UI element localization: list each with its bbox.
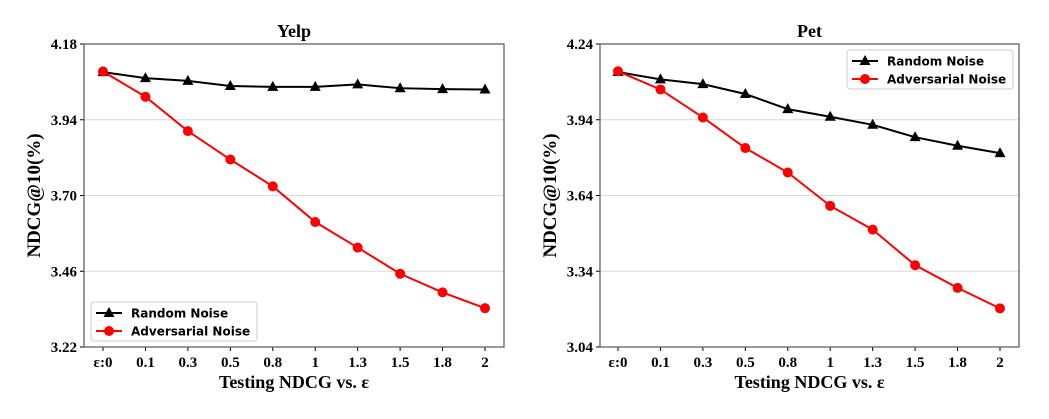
x-tick-label: 1.5 (391, 355, 410, 371)
data-point (224, 79, 236, 90)
data-point (139, 72, 151, 83)
data-point (310, 217, 321, 228)
data-point (182, 74, 194, 85)
data-point (654, 73, 666, 84)
legend-marker (859, 55, 871, 65)
y-tick-label: 4.24 (567, 37, 594, 53)
data-point (182, 126, 193, 137)
data-point (479, 83, 491, 94)
legend-label: Adversarial Noise (131, 325, 250, 339)
data-point (267, 181, 278, 192)
legend-marker (104, 326, 114, 336)
y-tick-label: 3.34 (567, 264, 594, 280)
x-tick-label: 0.5 (221, 355, 240, 371)
x-tick-label: 2 (481, 355, 489, 371)
data-point (225, 154, 236, 165)
data-point (655, 84, 666, 95)
series-random-noise (97, 66, 491, 94)
chart-yelp: 3.22 3.46 3.70 3.94 4.18 ε:0 0.1 0.3 0.5 0.8 1 1.3 1… (24, 21, 505, 392)
data-point (867, 224, 878, 235)
data-point (352, 242, 363, 253)
legend-label: Random Noise (887, 55, 984, 69)
series-line (102, 70, 486, 310)
data-point (352, 78, 364, 89)
data-point (952, 139, 964, 150)
data-point (782, 167, 793, 178)
data-point (910, 260, 921, 271)
data-point (697, 112, 708, 123)
x-tick-label: 2 (996, 355, 1004, 371)
data-point (995, 303, 1005, 314)
x-tick-label: 1.8 (433, 355, 452, 371)
series-adversarial-noise (98, 66, 490, 314)
x-tick-label: 0.8 (263, 355, 282, 371)
series-adversarial-noise (613, 66, 1005, 314)
legend-box (846, 49, 1014, 90)
data-point (994, 147, 1006, 158)
chart-title: Pet (797, 21, 822, 41)
data-point (140, 91, 151, 102)
data-point (952, 282, 963, 293)
series-random-noise (612, 66, 1006, 158)
legend: Random Noise Adversarial Noise (846, 49, 1014, 90)
chart-pet: 3.04 3.34 3.64 3.94 4.24 ε:0 0.1 0.3 0.5 0.8 1 1.3 1… (540, 21, 1020, 392)
data-point (613, 66, 623, 77)
data-point (394, 82, 406, 93)
y-tick-label: 3.04 (567, 340, 594, 356)
x-tick-label: 0.3 (179, 355, 198, 371)
data-point (867, 118, 879, 129)
x-tick-label: 0.1 (651, 355, 670, 371)
data-point (739, 87, 751, 98)
data-point (909, 131, 921, 142)
x-tick-label: 1 (311, 355, 319, 371)
x-tick-label: 1 (826, 355, 834, 371)
y-tick-label: 3.46 (51, 264, 78, 280)
chart-title: Yelp (277, 21, 311, 41)
data-point (697, 78, 709, 89)
plot-frame (599, 43, 1020, 348)
legend: Random Noise Adversarial Noise (90, 301, 258, 342)
x-tick-label: 0.5 (736, 355, 755, 371)
legend-marker (860, 74, 870, 84)
y-tick-label: 3.94 (567, 113, 594, 129)
legend-label: Adversarial Noise (887, 73, 1006, 87)
series-line (617, 70, 1001, 310)
data-point (309, 80, 321, 91)
x-tick-label: 1.8 (948, 355, 967, 371)
series-line (102, 71, 486, 91)
x-tick-label: 1.5 (906, 355, 925, 371)
x-tick-label: 0.3 (694, 355, 713, 371)
y-tick-label: 4.18 (51, 37, 77, 53)
x-tick-label: 0.1 (136, 355, 155, 371)
y-tick-label: 3.64 (567, 189, 594, 205)
x-axis-label: Testing NDCG vs. ε (219, 372, 369, 392)
data-point (437, 83, 449, 94)
x-tick-label: 0.8 (778, 355, 797, 371)
data-point (267, 80, 279, 91)
data-point (480, 303, 490, 314)
y-tick-label: 3.94 (51, 113, 78, 129)
x-tick-label: ε:0 (94, 355, 113, 371)
x-tick-label: 1.3 (348, 355, 367, 371)
x-tick-label: 1.3 (863, 355, 882, 371)
y-tick-label: 3.22 (51, 340, 77, 356)
y-tick-label: 3.70 (51, 189, 77, 205)
y-axis-label: NDCG@10(%) (540, 133, 561, 257)
data-point (395, 268, 406, 279)
legend-box (90, 301, 258, 342)
x-axis-label: Testing NDCG vs. ε (734, 372, 884, 392)
x-tick-label: ε:0 (609, 355, 628, 371)
data-point (825, 200, 836, 211)
plot-frame (83, 43, 505, 348)
data-point (98, 66, 108, 77)
data-point (824, 110, 836, 121)
series-line (617, 71, 1001, 155)
data-point (782, 103, 794, 114)
legend-marker (103, 307, 115, 317)
y-axis-label: NDCG@10(%) (24, 133, 45, 257)
data-point (740, 143, 751, 154)
data-point (437, 287, 448, 298)
legend-label: Random Noise (131, 307, 228, 321)
